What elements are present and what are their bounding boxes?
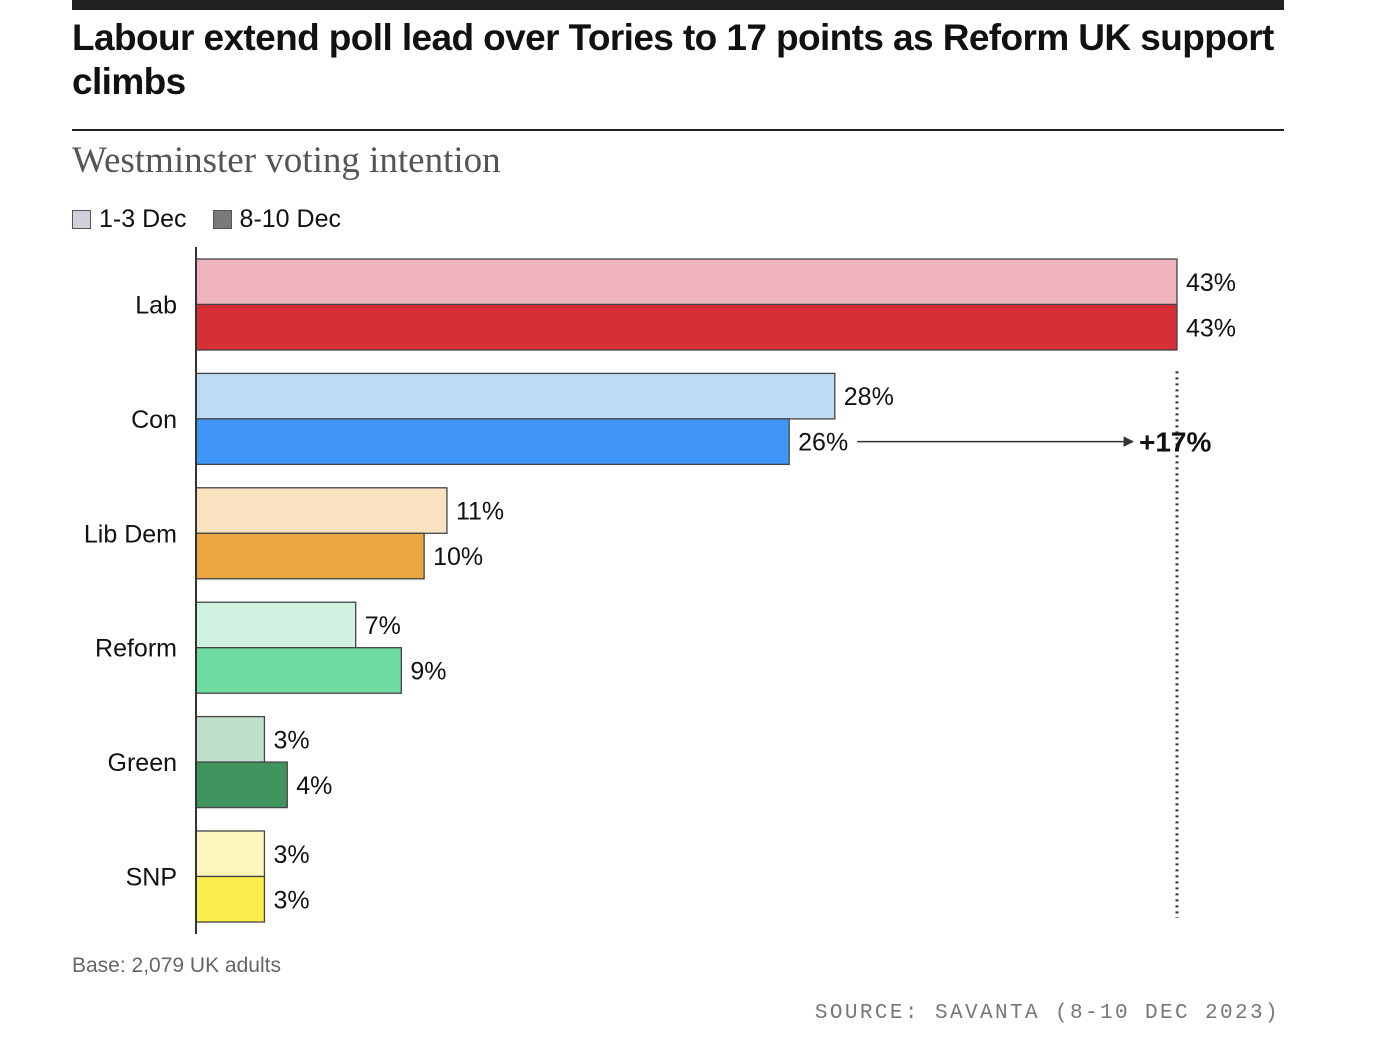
value-label-lab-8-10-dec: 43% bbox=[1186, 314, 1236, 342]
bar-reform-8-10-dec bbox=[195, 647, 402, 694]
value-label-lib-dem-8-10-dec: 10% bbox=[433, 543, 483, 571]
difference-label: +17% bbox=[1139, 427, 1211, 458]
bar-green-8-10-dec bbox=[195, 761, 288, 809]
legend-swatch-1-3-dec bbox=[72, 209, 91, 229]
chart-title: Westminster voting intention bbox=[72, 140, 501, 181]
bar-con-1-3-dec bbox=[195, 372, 836, 420]
legend-label-1-3-dec: 1-3 Dec bbox=[99, 204, 187, 233]
value-label-con-8-10-dec: 26% bbox=[798, 429, 848, 457]
legend: 1-3 Dec 8-10 Dec bbox=[72, 204, 367, 234]
category-label-reform: Reform bbox=[95, 635, 177, 663]
legend-label-8-10-dec: 8-10 Dec bbox=[239, 204, 341, 233]
value-label-green-8-10-dec: 4% bbox=[296, 772, 332, 800]
bar-lab-8-10-dec bbox=[195, 303, 1178, 351]
value-label-snp-8-10-dec: 3% bbox=[273, 886, 309, 914]
category-label-green: Green bbox=[108, 749, 177, 777]
headline: Labour extend poll lead over Tories to 1… bbox=[72, 17, 1274, 102]
bar-snp-8-10-dec bbox=[195, 875, 266, 923]
legend-swatch-8-10-dec bbox=[212, 209, 232, 229]
bar-lab-1-3-dec bbox=[195, 258, 1178, 306]
bar-con-8-10-dec bbox=[195, 418, 790, 466]
source-note: SOURCE: SAVANTA (8-10 DEC 2023) bbox=[814, 1002, 1280, 1025]
bar-snp-1-3-dec bbox=[195, 830, 266, 878]
base-note: Base: 2,079 UK adults bbox=[72, 954, 281, 977]
legend-item-1-3-dec: 1-3 Dec bbox=[72, 205, 187, 234]
bar-lib-dem-1-3-dec bbox=[195, 487, 448, 534]
bar-lib-dem-8-10-dec bbox=[195, 532, 425, 580]
value-label-reform-1-3-dec: 7% bbox=[365, 612, 401, 640]
value-label-con-1-3-dec: 28% bbox=[844, 383, 894, 411]
category-label-con: Con bbox=[131, 406, 177, 434]
title-divider bbox=[72, 129, 1284, 131]
value-label-reform-8-10-dec: 9% bbox=[410, 657, 446, 685]
value-label-lab-1-3-dec: 43% bbox=[1186, 269, 1236, 297]
legend-item-8-10-dec: 8-10 Dec bbox=[212, 204, 341, 234]
bar-green-1-3-dec bbox=[195, 715, 266, 763]
value-label-lib-dem-1-3-dec: 11% bbox=[456, 498, 504, 526]
category-label-lib-dem: Lib Dem bbox=[84, 520, 177, 548]
category-label-lab: Lab bbox=[135, 292, 177, 320]
category-label-snp: SNP bbox=[126, 864, 177, 892]
bar-reform-1-3-dec bbox=[195, 601, 357, 649]
value-label-snp-1-3-dec: 3% bbox=[273, 841, 309, 869]
value-label-green-1-3-dec: 3% bbox=[273, 726, 309, 754]
top-rule bbox=[72, 0, 1284, 10]
